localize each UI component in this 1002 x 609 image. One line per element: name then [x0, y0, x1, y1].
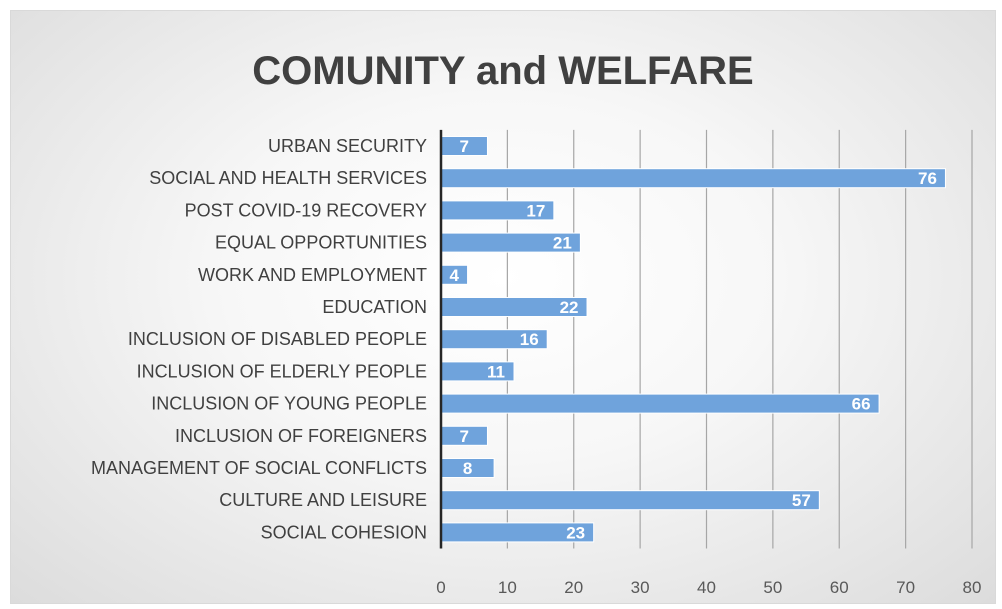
category-label-5: EDUCATION [322, 297, 427, 317]
category-label-4: WORK AND EMPLOYMENT [198, 265, 427, 285]
chart-title: COMUNITY and WELFARE [252, 49, 754, 93]
bar-chart: URBAN SECURITY 7 SOCIAL AND HEALTH SERVICE… [91, 129, 982, 597]
x-tick-label-50: 50 [763, 578, 782, 597]
data-label-0: 7 [459, 137, 468, 156]
category-label-12: SOCIAL COHESION [261, 522, 427, 542]
data-label-5: 22 [560, 298, 579, 317]
data-label-2: 17 [526, 201, 545, 220]
x-tick-label-80: 80 [963, 578, 982, 597]
bar-11 [440, 490, 820, 511]
x-tick-label-0: 0 [436, 578, 445, 597]
x-tick-label-10: 10 [498, 578, 517, 597]
data-label-12: 23 [566, 523, 585, 542]
data-label-8: 66 [852, 395, 871, 414]
data-label-11: 57 [792, 491, 811, 510]
category-label-11: CULTURE AND LEISURE [219, 490, 427, 510]
chart-frame: COMUNITY and WELFARE URBAN SECURITY 7 SOCI… [10, 10, 996, 604]
data-label-9: 7 [459, 427, 468, 446]
category-label-1: SOCIAL AND HEALTH SERVICES [149, 168, 427, 188]
category-label-3: EQUAL OPPORTUNITIES [215, 233, 427, 253]
bar-1 [440, 168, 946, 189]
bar-8 [440, 393, 880, 414]
x-tick-label-60: 60 [830, 578, 849, 597]
data-label-10: 8 [463, 459, 472, 478]
category-label-2: POST COVID-19 RECOVERY [185, 200, 427, 220]
category-label-8: INCLUSION OF YOUNG PEOPLE [151, 394, 427, 414]
category-label-10: MANAGEMENT OF SOCIAL CONFLICTS [91, 458, 427, 478]
x-tick-label-70: 70 [896, 578, 915, 597]
category-label-9: INCLUSION OF FOREIGNERS [175, 426, 427, 446]
x-tick-label-30: 30 [631, 578, 650, 597]
data-label-3: 21 [553, 234, 572, 253]
data-label-4: 4 [450, 266, 460, 285]
x-tick-label-20: 20 [564, 578, 583, 597]
data-label-1: 76 [918, 169, 937, 188]
category-label-6: INCLUSION OF DISABLED PEOPLE [128, 329, 427, 349]
data-label-7: 11 [487, 362, 505, 381]
category-label-0: URBAN SECURITY [268, 136, 427, 156]
data-label-6: 16 [520, 330, 539, 349]
category-label-7: INCLUSION OF ELDERLY PEOPLE [137, 361, 427, 381]
x-tick-label-40: 40 [697, 578, 716, 597]
